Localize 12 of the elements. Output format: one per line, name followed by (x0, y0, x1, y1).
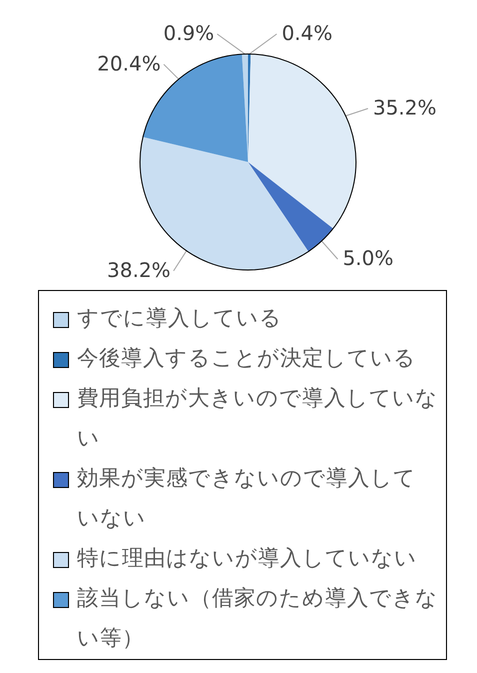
data-label: 0.9% (163, 21, 214, 45)
legend-label: 効果が実感できないので導入していない (77, 465, 417, 533)
data-label: 20.4% (97, 51, 161, 76)
data-label: 0.4% (282, 21, 333, 45)
legend-label: 費用負担が大きいので導入していない (77, 385, 438, 453)
data-label: 5.0% (342, 246, 394, 270)
legend-label: 特に理由はないが導入していない (77, 545, 417, 573)
legend-label: 該当しない（借家のため導入できない等） (77, 585, 438, 653)
data-label: 38.2% (107, 258, 171, 282)
data-label: 35.2% (372, 96, 437, 120)
legend-label: 今後導入することが決定している (77, 345, 416, 373)
legend-label: すでに導入している (77, 305, 282, 333)
